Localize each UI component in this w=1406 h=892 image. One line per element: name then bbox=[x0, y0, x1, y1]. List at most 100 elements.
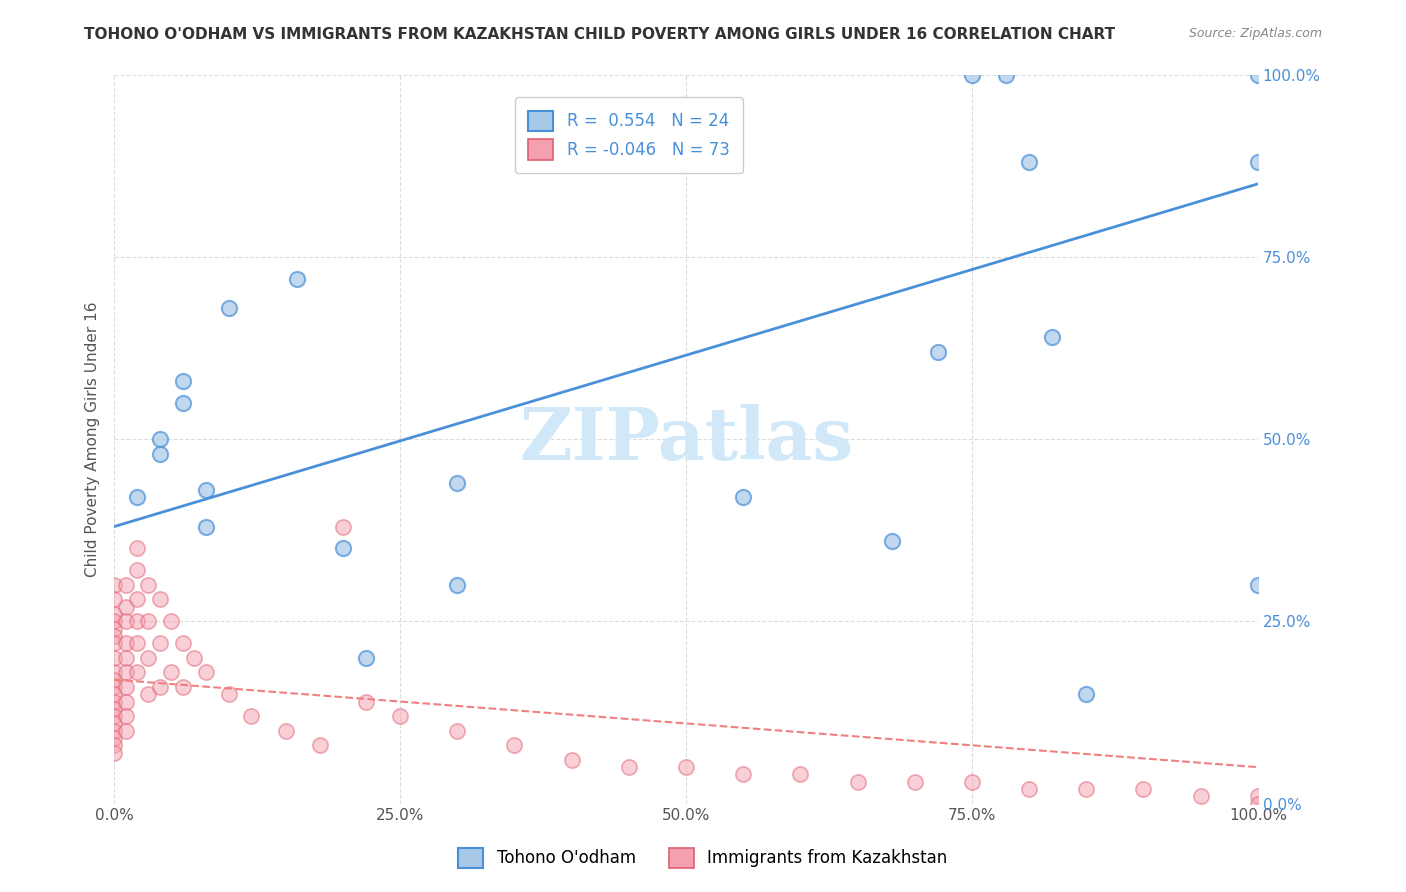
Point bbox=[240, 709, 263, 723]
Point bbox=[1247, 68, 1270, 82]
Point bbox=[733, 491, 755, 505]
Point bbox=[332, 541, 354, 556]
Point bbox=[1076, 782, 1098, 797]
Point bbox=[172, 374, 194, 388]
Point bbox=[149, 432, 172, 446]
Point bbox=[354, 650, 377, 665]
Point bbox=[149, 680, 172, 694]
Point bbox=[194, 519, 217, 533]
Point bbox=[103, 650, 125, 665]
Point bbox=[114, 599, 136, 614]
Point bbox=[103, 673, 125, 687]
Point bbox=[103, 702, 125, 716]
Point bbox=[103, 746, 125, 760]
Point bbox=[194, 665, 217, 680]
Point bbox=[125, 541, 148, 556]
Point bbox=[125, 615, 148, 629]
Point bbox=[218, 301, 240, 315]
Point bbox=[274, 723, 297, 738]
Point bbox=[149, 447, 172, 461]
Point bbox=[183, 650, 205, 665]
Point bbox=[103, 731, 125, 745]
Text: TOHONO O'ODHAM VS IMMIGRANTS FROM KAZAKHSTAN CHILD POVERTY AMONG GIRLS UNDER 16 : TOHONO O'ODHAM VS IMMIGRANTS FROM KAZAKH… bbox=[84, 27, 1115, 42]
Point bbox=[103, 694, 125, 708]
Point bbox=[789, 767, 811, 781]
Point bbox=[1247, 155, 1270, 169]
Point bbox=[1247, 797, 1270, 811]
Point bbox=[172, 636, 194, 650]
Point bbox=[1247, 578, 1270, 592]
Point bbox=[103, 716, 125, 731]
Point bbox=[218, 687, 240, 701]
Point bbox=[103, 739, 125, 753]
Point bbox=[960, 774, 983, 789]
Point bbox=[114, 723, 136, 738]
Point bbox=[561, 753, 583, 767]
Point bbox=[138, 615, 160, 629]
Point bbox=[389, 709, 412, 723]
Point bbox=[114, 578, 136, 592]
Point bbox=[1247, 789, 1270, 804]
Point bbox=[927, 344, 949, 359]
Point bbox=[103, 615, 125, 629]
Point bbox=[114, 636, 136, 650]
Point bbox=[904, 774, 927, 789]
Point bbox=[617, 760, 640, 774]
Point bbox=[103, 709, 125, 723]
Point bbox=[103, 687, 125, 701]
Point bbox=[285, 271, 308, 285]
Point bbox=[446, 578, 468, 592]
Point bbox=[103, 680, 125, 694]
Point bbox=[354, 694, 377, 708]
Point bbox=[1189, 789, 1212, 804]
Point bbox=[103, 578, 125, 592]
Point bbox=[103, 723, 125, 738]
Point bbox=[103, 592, 125, 607]
Point bbox=[125, 491, 148, 505]
Point bbox=[503, 739, 526, 753]
Point bbox=[1132, 782, 1154, 797]
Point bbox=[675, 760, 697, 774]
Point bbox=[103, 607, 125, 621]
Point bbox=[138, 687, 160, 701]
Point bbox=[149, 592, 172, 607]
Legend: Tohono O'odham, Immigrants from Kazakhstan: Tohono O'odham, Immigrants from Kazakhst… bbox=[451, 841, 955, 875]
Point bbox=[1018, 782, 1040, 797]
Point bbox=[194, 483, 217, 497]
Point bbox=[103, 665, 125, 680]
Point bbox=[149, 636, 172, 650]
Point bbox=[995, 68, 1018, 82]
Point bbox=[114, 694, 136, 708]
Point bbox=[733, 767, 755, 781]
Point bbox=[880, 534, 903, 549]
Y-axis label: Child Poverty Among Girls Under 16: Child Poverty Among Girls Under 16 bbox=[86, 301, 100, 577]
Point bbox=[114, 680, 136, 694]
Point bbox=[1018, 155, 1040, 169]
Point bbox=[138, 578, 160, 592]
Point bbox=[1076, 687, 1098, 701]
Point bbox=[125, 563, 148, 577]
Text: ZIPatlas: ZIPatlas bbox=[519, 403, 853, 475]
Point bbox=[103, 636, 125, 650]
Point bbox=[125, 665, 148, 680]
Point bbox=[125, 636, 148, 650]
Point bbox=[103, 629, 125, 643]
Point bbox=[114, 665, 136, 680]
Point bbox=[1040, 330, 1063, 344]
Point bbox=[172, 395, 194, 409]
Point bbox=[960, 68, 983, 82]
Point bbox=[172, 680, 194, 694]
Text: Source: ZipAtlas.com: Source: ZipAtlas.com bbox=[1188, 27, 1322, 40]
Point bbox=[103, 622, 125, 636]
Point bbox=[125, 592, 148, 607]
Point bbox=[160, 615, 183, 629]
Point bbox=[114, 650, 136, 665]
Point bbox=[446, 723, 468, 738]
Point bbox=[846, 774, 869, 789]
Point bbox=[332, 519, 354, 533]
Point bbox=[114, 615, 136, 629]
Point bbox=[160, 665, 183, 680]
Point bbox=[309, 739, 332, 753]
Point bbox=[446, 475, 468, 490]
Point bbox=[114, 709, 136, 723]
